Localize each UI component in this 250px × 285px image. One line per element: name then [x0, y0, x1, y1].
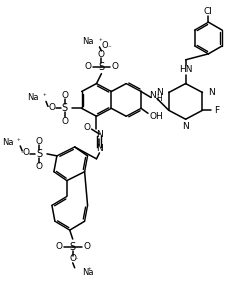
- Text: H: H: [156, 94, 162, 103]
- Text: Na: Na: [2, 137, 13, 146]
- Text: O: O: [48, 103, 56, 112]
- Text: O: O: [69, 255, 76, 263]
- Text: S: S: [70, 242, 76, 252]
- Text: ⁻: ⁻: [46, 107, 50, 112]
- Text: HN: HN: [179, 65, 192, 74]
- Text: S: S: [36, 149, 42, 159]
- Text: O: O: [61, 117, 68, 126]
- Text: N: N: [208, 88, 215, 97]
- Text: O: O: [83, 243, 90, 251]
- Text: N: N: [156, 88, 163, 97]
- Text: F: F: [214, 106, 219, 115]
- Text: O: O: [61, 91, 68, 100]
- Text: S: S: [62, 103, 68, 113]
- Text: OH: OH: [149, 112, 163, 121]
- Text: N: N: [150, 91, 156, 100]
- Text: Na: Na: [82, 268, 93, 277]
- Text: Cl: Cl: [204, 7, 213, 16]
- Text: O: O: [23, 148, 30, 157]
- Text: N: N: [96, 144, 103, 153]
- Text: ⁻: ⁻: [75, 258, 78, 263]
- Text: O: O: [55, 243, 62, 251]
- Text: O: O: [36, 162, 43, 171]
- Text: O: O: [112, 62, 119, 71]
- Text: N: N: [96, 130, 103, 139]
- Text: ⁻: ⁻: [108, 45, 111, 51]
- Text: ⁺: ⁺: [88, 268, 92, 274]
- Text: O: O: [101, 41, 108, 50]
- Text: ⁺: ⁺: [16, 139, 20, 145]
- Text: O: O: [36, 137, 43, 146]
- Text: ⁺: ⁺: [42, 94, 46, 100]
- Text: N: N: [182, 122, 189, 131]
- Text: O: O: [83, 123, 90, 132]
- Text: ⁻: ⁻: [20, 152, 24, 157]
- Text: O: O: [84, 62, 91, 71]
- Text: S: S: [98, 62, 104, 72]
- Text: Na: Na: [28, 93, 39, 102]
- Text: Na: Na: [82, 37, 94, 46]
- Text: ⁺: ⁺: [98, 39, 102, 45]
- Text: O: O: [98, 50, 105, 59]
